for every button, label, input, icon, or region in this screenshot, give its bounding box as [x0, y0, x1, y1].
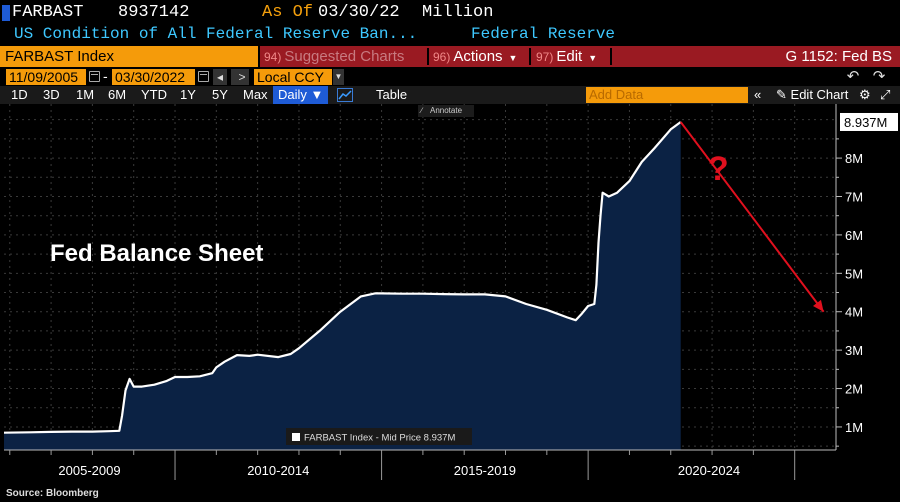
currency-select[interactable]: Local CCY: [254, 69, 332, 85]
chevron-down-icon[interactable]: ▼: [333, 69, 344, 85]
settings-icon[interactable]: ⚙: [859, 87, 871, 102]
undo-icon[interactable]: ↶: [842, 69, 864, 85]
separator: [529, 48, 531, 65]
annotate-button[interactable]: Annotate: [418, 105, 474, 117]
chart-title-code: G 1152: Fed BS: [785, 48, 892, 65]
end-date-field[interactable]: 03/30/2022: [112, 69, 195, 85]
projection-arrowhead: [812, 299, 824, 312]
frequency-select[interactable]: Daily ▼: [273, 86, 329, 104]
add-data-input[interactable]: Add Data: [586, 87, 748, 103]
area-layer: [3, 121, 682, 450]
legend-label: FARBAST Index - Mid Price 8.937M: [304, 433, 455, 444]
series-area: [4, 122, 681, 450]
last-value: 8937142: [118, 3, 190, 22]
legend-box: [286, 428, 472, 445]
y-tick-label: 3M: [845, 343, 863, 358]
y-axis: 1M 2M 3M 4M 5M 6M 7M 8M 8.937M: [835, 104, 898, 450]
data-source: Federal Reserve: [471, 25, 616, 43]
edit-menu-button[interactable]: 97) Edit ▼: [536, 48, 598, 65]
line-chart-icon[interactable]: [337, 86, 357, 104]
ticker-marker: [2, 5, 10, 21]
actions-menu-button[interactable]: 96) Actions ▼: [433, 48, 518, 65]
last-value-box: [840, 112, 898, 131]
x-tick-label: 2005-2009: [58, 463, 120, 478]
period-1d[interactable]: 1D: [11, 87, 28, 102]
period-1m[interactable]: 1M: [76, 87, 95, 102]
balance-sheet-chart: 1M 2M 3M 4M 5M 6M 7M 8M 8.937M 2005-2009 2010-201…: [3, 104, 898, 480]
table-button[interactable]: Table: [376, 87, 408, 102]
last-value-label: 8.937M: [844, 115, 887, 130]
y-tick-label: 5M: [845, 266, 863, 281]
period-back-button[interactable]: ◂: [213, 69, 227, 85]
separator: [427, 48, 429, 65]
function-bar-background: [260, 46, 900, 67]
ticker-header: FARBAST 8937142 As Of 03/30/22 Million: [0, 2, 900, 24]
source-label: Source: Bloomberg: [6, 488, 99, 499]
redo-icon[interactable]: ↷: [868, 69, 890, 85]
x-tick-label: 2020-2024: [678, 463, 740, 478]
chart-title: Fed Balance Sheet: [50, 240, 263, 267]
x-axis: 2005-2009 2010-2014 2015-2019 2020-2024: [4, 449, 836, 480]
suggested-charts-button[interactable]: 94) Suggested Charts: [264, 48, 405, 65]
description-row: US Condition of All Federal Reserve Ban.…: [0, 24, 900, 45]
projection-arrow-line: [679, 121, 825, 313]
y-tick-label: 2M: [845, 382, 863, 397]
security-field[interactable]: FARBAST Index: [0, 46, 258, 67]
chart-toolbar: 1D 3D 1M 6M YTD 1Y 5Y Max Daily ▼ Table …: [0, 86, 900, 104]
y-tick-label: 7M: [845, 190, 863, 205]
question-mark-annotation: ?: [708, 150, 729, 188]
start-date-field[interactable]: 11/09/2005: [6, 69, 86, 85]
caret-down-icon: ▼: [310, 87, 324, 102]
overlay-layer: Fed Balance Sheet? FARBAST Index - Mid Pr…: [50, 121, 825, 445]
caret-down-icon: ▼: [588, 53, 598, 63]
x-tick-label: 2015-2019: [454, 463, 516, 478]
as-of-label: As Of: [262, 3, 314, 22]
period-5y[interactable]: 5Y: [212, 87, 228, 102]
date-separator: -: [103, 68, 108, 84]
y-tick-label: 8M: [845, 151, 863, 166]
series-line: [3, 121, 682, 434]
y-tick-label: 6M: [845, 228, 863, 243]
expand-icon[interactable]: ⤢: [880, 87, 891, 102]
caret-down-icon: ▼: [508, 53, 518, 63]
ticker-symbol: FARBAST: [12, 3, 84, 22]
x-tick-label: 2010-2014: [247, 463, 309, 478]
period-max[interactable]: Max: [243, 87, 268, 102]
y-tick-label: 4M: [845, 305, 863, 320]
legend-swatch: [292, 433, 300, 441]
calendar-icon[interactable]: [89, 71, 100, 82]
as-of-date: 03/30/22: [318, 3, 400, 22]
function-bar: FARBAST Index 94) Suggested Charts 96) Act…: [0, 46, 900, 67]
pencil-icon: ✎: [776, 87, 787, 102]
period-1y[interactable]: 1Y: [180, 87, 196, 102]
period-3d[interactable]: 3D: [43, 87, 60, 102]
security-description: US Condition of All Federal Reserve Ban.…: [14, 25, 418, 43]
y-tick-label: 1M: [845, 420, 863, 435]
edit-chart-button[interactable]: ✎ Edit Chart: [776, 87, 849, 102]
period-ytd[interactable]: YTD: [141, 87, 167, 102]
period-6m[interactable]: 6M: [108, 87, 127, 102]
chevron-right-icon[interactable]: >: [235, 69, 249, 85]
collapse-icon[interactable]: «: [754, 87, 762, 102]
separator: [610, 48, 612, 65]
date-range-bar: 11/09/2005 - 03/30/2022 ◂ < > Local CCY …: [0, 68, 900, 86]
calendar-icon[interactable]: [198, 71, 209, 82]
unit-label: Million: [422, 3, 494, 22]
